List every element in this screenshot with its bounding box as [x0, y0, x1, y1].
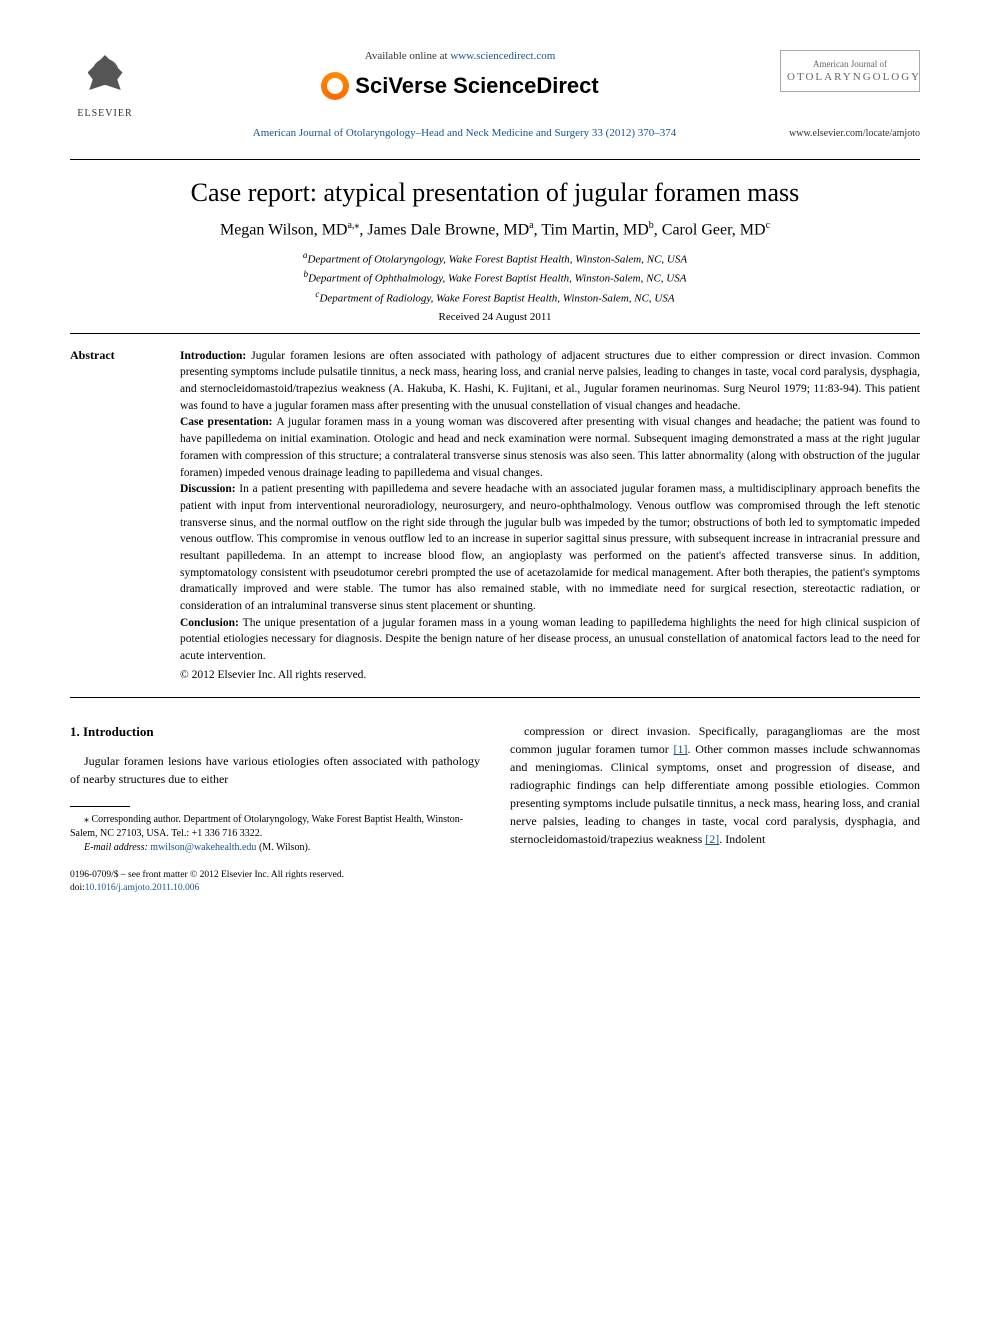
publisher-name: ELSEVIER	[77, 108, 132, 119]
affil-a: aDepartment of Otolaryngology, Wake Fore…	[70, 249, 920, 268]
author-2: James Dale Browne, MD	[367, 221, 529, 238]
sciverse-swirl-icon	[321, 72, 349, 100]
journal-cover-box: American Journal of OTOLARYNGOLOGY	[780, 50, 920, 92]
affiliations: aDepartment of Otolaryngology, Wake Fore…	[70, 249, 920, 306]
author-3-sup: b	[649, 220, 654, 231]
sciencedirect-link[interactable]: www.sciencedirect.com	[450, 50, 555, 62]
journal-url: www.elsevier.com/locate/amjoto	[789, 128, 920, 139]
rule-top	[70, 159, 920, 160]
author-list: Megan Wilson, MDa,⁎, James Dale Browne, …	[70, 220, 920, 239]
email-link[interactable]: mwilson@wakehealth.edu	[150, 842, 256, 853]
author-3: Tim Martin, MD	[541, 221, 648, 238]
email-suffix: (M. Wilson).	[256, 842, 310, 853]
abstract-container: Abstract Introduction: Jugular foramen l…	[70, 348, 920, 683]
rule-above-abstract	[70, 333, 920, 334]
body-columns: 1. Introduction Jugular foramen lesions …	[70, 722, 920, 855]
col2-paragraph: compression or direct invasion. Specific…	[510, 722, 920, 848]
journal-name-line2: OTOLARYNGOLOGY	[787, 71, 913, 83]
header-row: ELSEVIER Available online at www.science…	[70, 50, 920, 119]
abstract-case: Case presentation: A jugular foramen mas…	[180, 414, 920, 481]
abstract-body: Introduction: Jugular foramen lesions ar…	[180, 348, 920, 683]
bottom-bar: 0196-0709/$ – see front matter © 2012 El…	[70, 869, 920, 896]
author-4-sup: c	[766, 220, 770, 231]
section-heading: 1. Introduction	[70, 722, 480, 742]
platform-name: SciVerse ScienceDirect	[355, 73, 598, 99]
abstract-discussion: Discussion: In a patient presenting with…	[180, 481, 920, 614]
ref-link-1[interactable]: [1]	[673, 742, 687, 756]
author-4: Carol Geer, MD	[662, 221, 766, 238]
affil-b: bDepartment of Ophthalmology, Wake Fores…	[70, 268, 920, 287]
column-right: compression or direct invasion. Specific…	[510, 722, 920, 855]
rule-below-abstract	[70, 697, 920, 698]
publisher-logo: ELSEVIER	[70, 50, 140, 119]
platform-logo: SciVerse ScienceDirect	[321, 72, 598, 100]
elsevier-tree-icon	[78, 50, 133, 105]
column-left: 1. Introduction Jugular foramen lesions …	[70, 722, 480, 855]
citation-text: American Journal of Otolaryngology–Head …	[140, 127, 789, 139]
affil-c: cDepartment of Radiology, Wake Forest Ba…	[70, 288, 920, 307]
email-footnote: E-mail address: mwilson@wakehealth.edu (…	[70, 841, 480, 855]
ref-link-2[interactable]: [2]	[705, 832, 719, 846]
available-online-prefix: Available online at	[365, 50, 451, 62]
doi-line: doi:10.1016/j.amjoto.2011.10.006	[70, 882, 920, 895]
header-center: Available online at www.sciencedirect.co…	[140, 50, 780, 106]
citation-row: American Journal of Otolaryngology–Head …	[70, 127, 920, 139]
received-date: Received 24 August 2011	[70, 311, 920, 323]
author-1-sup: a,⁎	[347, 220, 359, 231]
doi-link[interactable]: 10.1016/j.amjoto.2011.10.006	[85, 883, 199, 893]
abstract-label: Abstract	[70, 348, 150, 683]
journal-name-line1: American Journal of	[787, 59, 913, 69]
col1-paragraph: Jugular foramen lesions have various eti…	[70, 752, 480, 788]
article-title: Case report: atypical presentation of ju…	[70, 178, 920, 208]
footnote-separator	[70, 806, 130, 807]
abstract-copyright: © 2012 Elsevier Inc. All rights reserved…	[180, 667, 920, 684]
issn-line: 0196-0709/$ – see front matter © 2012 El…	[70, 869, 920, 882]
email-label: E-mail address:	[84, 842, 150, 853]
abstract-intro: Introduction: Jugular foramen lesions ar…	[180, 348, 920, 415]
corresponding-footnote: ⁎ Corresponding author. Department of Ot…	[70, 813, 480, 841]
available-online: Available online at www.sciencedirect.co…	[160, 50, 760, 62]
author-1: Megan Wilson, MD	[220, 221, 348, 238]
abstract-conclusion: Conclusion: The unique presentation of a…	[180, 615, 920, 665]
author-2-sup: a	[529, 220, 533, 231]
